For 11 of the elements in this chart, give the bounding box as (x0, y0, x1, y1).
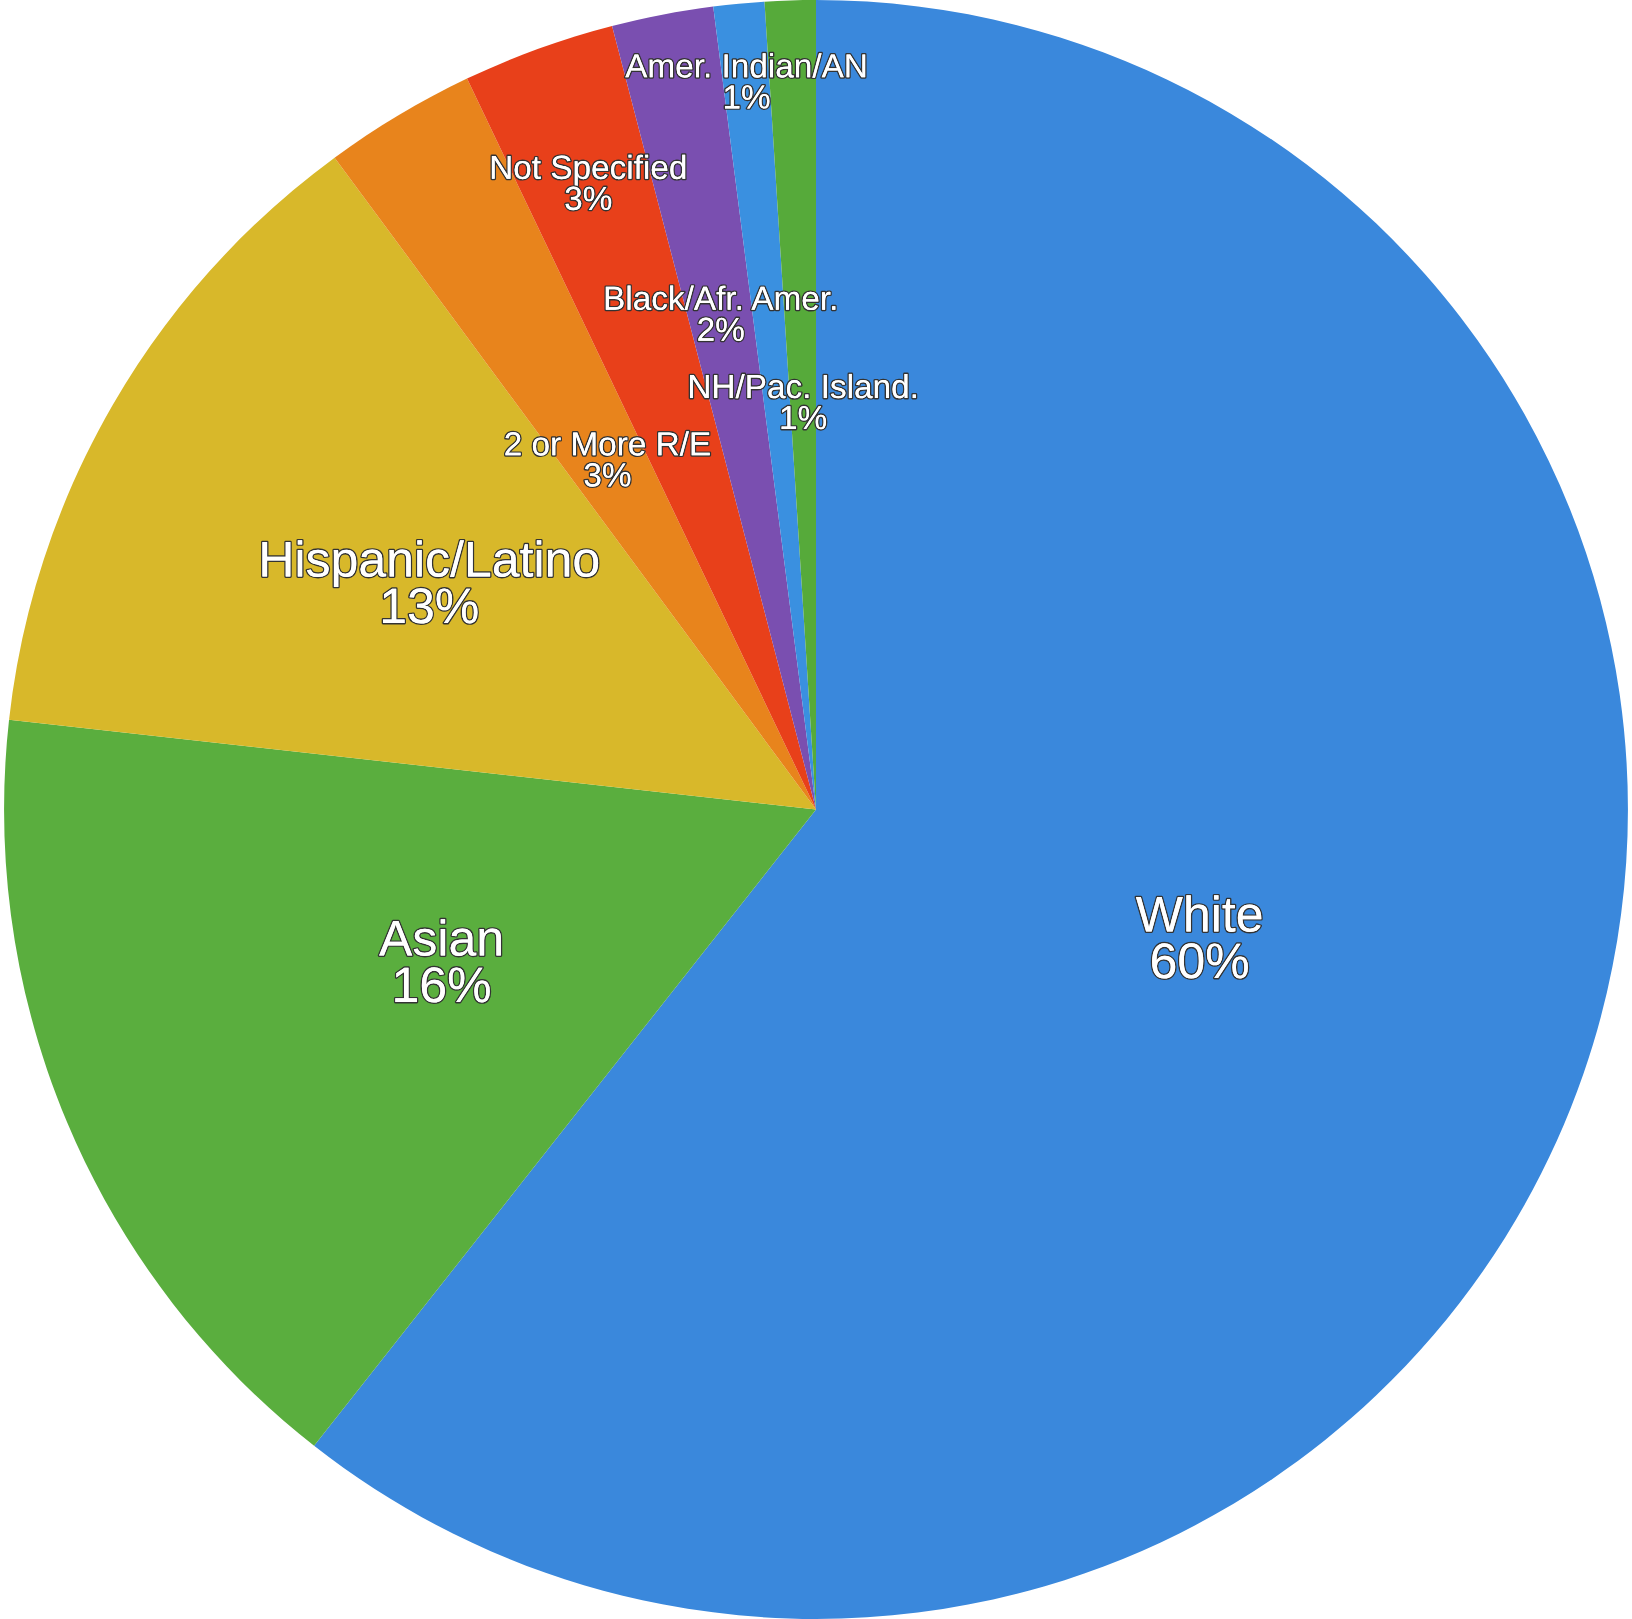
data-label: 16% (395, 967, 490, 1003)
slice-label: Asian (379, 919, 501, 956)
data-label: 60% (1152, 943, 1248, 979)
data-label: 2% (698, 317, 744, 342)
data-label: 3% (565, 186, 612, 211)
slice-label: 2 or More R/E (505, 431, 710, 456)
slice-label: White (1135, 895, 1262, 932)
data-label: 1% (724, 85, 770, 109)
data-label: 13% (383, 588, 478, 624)
data-label: 3% (584, 463, 631, 487)
slice-label: Hispanic/Latino (262, 540, 599, 587)
